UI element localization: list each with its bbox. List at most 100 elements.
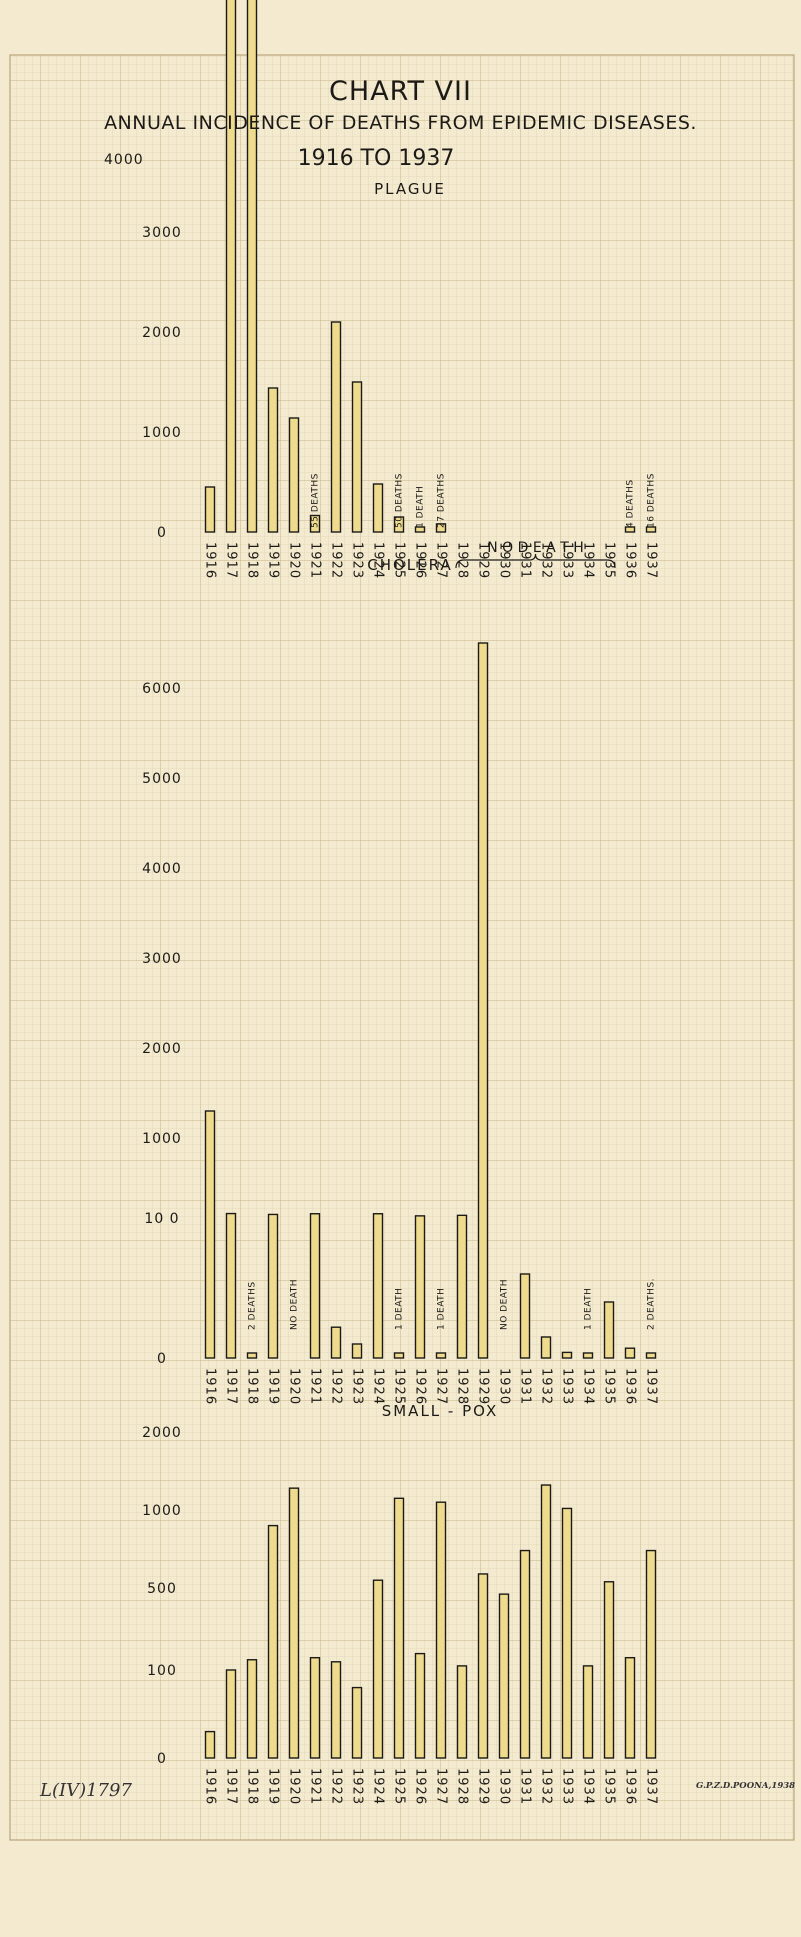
plague-no-death-note: N O D E A T H: [487, 540, 583, 556]
plague-ytick-label: 0: [157, 525, 167, 541]
plague-category-label: 1926: [413, 542, 428, 579]
plague-annotation: 27 DEATHS: [437, 473, 447, 528]
smallpox-bar-1934: [582, 1665, 594, 1759]
smallpox-bar-1922: [330, 1661, 342, 1759]
cholera-annotation: 1 DEATH: [437, 1288, 447, 1330]
smallpox-bar-1933: [561, 1507, 573, 1759]
grid-border: [9, 54, 795, 1841]
smallpox-bar-1928: [456, 1665, 468, 1759]
smallpox-category-label: 1922: [329, 1768, 344, 1805]
plague-category-label: 1921: [308, 542, 323, 579]
plague-ytick-label: 1000: [142, 425, 182, 441]
cholera-bar-1937: [645, 1352, 657, 1359]
plague-bar-1927: [435, 523, 447, 533]
plague-bar-1917: [225, 0, 237, 533]
plague-annotation: 4 DEATHS: [626, 479, 636, 528]
cholera-category-label: 1921: [308, 1368, 323, 1405]
smallpox-category-label: 1917: [224, 1768, 239, 1805]
cholera-category-label: 1925: [392, 1368, 407, 1405]
smallpox-bar-1923: [351, 1686, 363, 1759]
smallpox-category-label: 1924: [371, 1768, 386, 1805]
plague-no-death-brace: [455, 553, 616, 569]
cholera-bar-1933: [561, 1351, 573, 1359]
smallpox-bar-1931: [519, 1549, 531, 1759]
cholera-bar-1921: [309, 1213, 321, 1359]
cholera-bar-1925: [393, 1352, 405, 1359]
cholera-bar-1929: [477, 642, 489, 1359]
plague-category-label: 1924: [371, 542, 386, 579]
plague-category-label: 1920: [287, 542, 302, 579]
smallpox-category-label: 1936: [623, 1768, 638, 1805]
cholera-panel-title: CHOLERA: [367, 556, 453, 574]
smallpox-panel-title: SMALL - POX: [381, 1402, 499, 1420]
plague-ytick-label: 3000: [142, 225, 182, 241]
plague-bar-1923: [351, 381, 363, 533]
smallpox-category-label: 1935: [602, 1768, 617, 1805]
plague-annotation: 1 DEATH: [416, 486, 426, 528]
cholera-bar-1926: [414, 1215, 426, 1359]
cholera-category-label: 1928: [455, 1368, 470, 1405]
smallpox-category-label: 1919: [266, 1768, 281, 1805]
smallpox-ytick-label: 100: [147, 1663, 177, 1679]
smallpox-bar-1935: [603, 1581, 615, 1759]
cholera-ytick-label: 6000: [142, 681, 182, 697]
cholera-category-label: 1934: [581, 1368, 596, 1405]
plague-bar-1937: [645, 526, 657, 533]
smallpox-bar-1929: [477, 1573, 489, 1759]
chart-subtitle: ANNUAL INCIDENCE OF DEATHS FROM EPIDEMIC…: [104, 112, 697, 134]
smallpox-category-label: 1929: [476, 1768, 491, 1805]
cholera-ytick-label: 10 0: [144, 1211, 179, 1227]
cholera-category-label: 1935: [602, 1368, 617, 1405]
plague-category-label: 1927: [434, 542, 449, 579]
smallpox-category-label: 1921: [308, 1768, 323, 1805]
cholera-annotation: 2 DEATHS: [248, 1281, 258, 1330]
cholera-category-label: 1929: [476, 1368, 491, 1405]
cholera-category-label: 1918: [245, 1368, 260, 1405]
plague-annotation: 55 DEATHS: [311, 473, 321, 528]
cholera-bar-1936: [624, 1347, 636, 1359]
cholera-bar-1927: [435, 1352, 447, 1359]
cholera-bar-1919: [267, 1213, 279, 1359]
plague-category-label: 1916: [203, 542, 218, 579]
plague-bar-1925: [393, 516, 405, 533]
cholera-bar-1916: [204, 1110, 216, 1359]
plague-bar-1920: [288, 417, 300, 533]
smallpox-ytick-label: 500: [147, 1581, 177, 1597]
cholera-annotation: NO DEATH: [500, 1279, 510, 1330]
plague-category-label: 1937: [644, 542, 659, 579]
cholera-category-label: 1931: [518, 1368, 533, 1405]
plague-annotation: 50 DEATHS: [395, 473, 405, 528]
cholera-category-label: 1933: [560, 1368, 575, 1405]
cholera-category-label: 1920: [287, 1368, 302, 1405]
plague-category-label: 1925: [392, 542, 407, 579]
cholera-category-label: 1932: [539, 1368, 554, 1405]
smallpox-bar-1927: [435, 1501, 447, 1759]
cholera-category-label: 1937: [644, 1368, 659, 1405]
cholera-bar-1931: [519, 1273, 531, 1359]
plague-category-label: 1917: [224, 542, 239, 579]
smallpox-category-label: 1918: [245, 1768, 260, 1805]
plague-panel-title: PLAGUE: [374, 180, 446, 198]
plague-category-label: 1918: [245, 542, 260, 579]
plague-bar-1918: [246, 0, 258, 533]
cholera-annotation: 1 DEATH: [584, 1288, 594, 1330]
cholera-category-label: 1927: [434, 1368, 449, 1405]
cholera-bar-1934: [582, 1352, 594, 1359]
cholera-category-label: 1924: [371, 1368, 386, 1405]
smallpox-bar-1926: [414, 1652, 426, 1759]
plague-bar-1936: [624, 526, 636, 533]
smallpox-bar-1930: [498, 1593, 510, 1759]
chart-title: CHART VII: [329, 76, 472, 107]
cholera-bar-1918: [246, 1352, 258, 1359]
plague-bar-1916: [204, 486, 216, 533]
cholera-ytick-label: 3000: [142, 951, 182, 967]
smallpox-category-label: 1931: [518, 1768, 533, 1805]
smallpox-category-label: 1934: [581, 1768, 596, 1805]
smallpox-bar-1925: [393, 1497, 405, 1759]
smallpox-bar-1924: [372, 1579, 384, 1759]
smallpox-category-label: 1928: [455, 1768, 470, 1805]
cholera-bar-1922: [330, 1326, 342, 1359]
smallpox-ytick-label: 1000: [142, 1503, 182, 1519]
cholera-category-label: 1917: [224, 1368, 239, 1405]
